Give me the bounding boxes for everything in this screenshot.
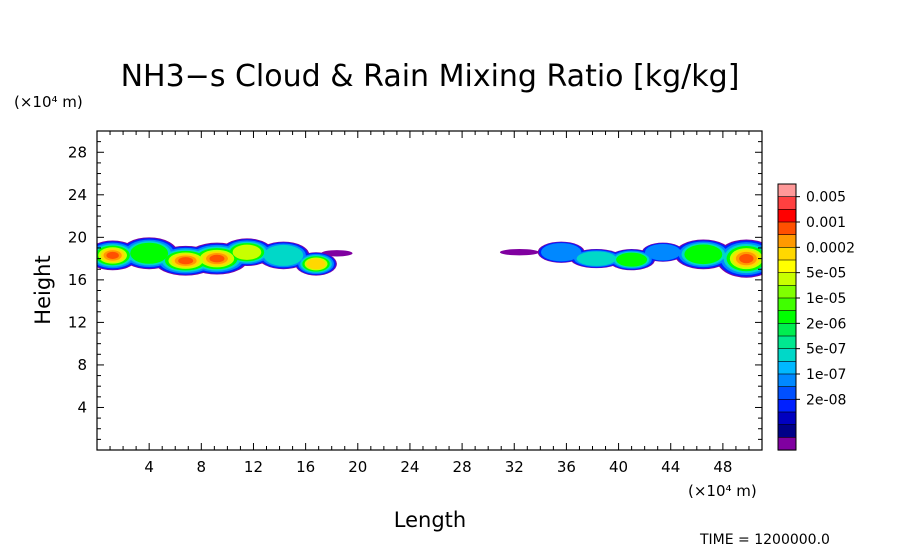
cloud-contour — [232, 244, 262, 260]
cloud-contour — [616, 252, 648, 267]
colorbar-swatch — [777, 297, 797, 312]
cloud-contour — [321, 250, 353, 257]
colorbar-label: 2e-08 — [806, 392, 846, 408]
colorbar-swatch — [777, 196, 797, 210]
colorbar-swatch — [777, 259, 797, 274]
cloud-contour — [106, 251, 119, 259]
cloud-contour — [263, 244, 304, 266]
cloud-contour — [209, 254, 225, 263]
colorbar-swatch — [777, 424, 797, 438]
y-axis-unit: (×10⁴ m) — [14, 93, 83, 111]
time-label: TIME = 1200000.0 — [699, 532, 830, 544]
y-tick-label: 16 — [68, 271, 87, 289]
colorbar-swatch — [777, 272, 797, 286]
colorbar-swatch — [777, 209, 797, 223]
colorbar-swatch — [777, 411, 797, 426]
cloud-contour — [178, 257, 194, 265]
cloud-contour — [644, 243, 681, 261]
colorbar-swatch — [777, 348, 797, 362]
x-tick-label: 48 — [713, 458, 732, 476]
x-tick-label: 36 — [557, 458, 576, 476]
colorbar-label: 5e-05 — [806, 266, 846, 282]
colorbar-label: 0.001 — [806, 215, 846, 231]
cloud-contour — [130, 242, 169, 264]
colorbar-swatch — [777, 310, 797, 324]
colorbar-swatch — [777, 247, 797, 261]
x-tick-label: 16 — [296, 458, 315, 476]
x-tick-label: 4 — [144, 458, 154, 476]
colorbar: 0.005 0.001 0.0002 5e-05 1e-05 2e-06 5e-07 1e-0… — [777, 183, 855, 451]
colorbar-swatch — [777, 373, 797, 388]
x-axis-label: Length — [394, 508, 466, 532]
cloud-contour — [684, 244, 723, 265]
cloud-field — [97, 237, 762, 278]
cloud-contour — [499, 249, 540, 256]
colorbar-label: 0.0002 — [806, 240, 855, 256]
x-axis-unit: (×10⁴ m) — [688, 482, 757, 500]
colorbar-swatch — [777, 285, 797, 299]
colorbar-swatch — [777, 361, 797, 375]
chart-title: NH3−s Cloud & Rain Mixing Ratio [kg/kg] — [121, 59, 740, 94]
colorbar-swatch — [777, 183, 797, 198]
colorbar-swatch — [777, 386, 797, 400]
y-tick-label: 4 — [77, 398, 87, 416]
x-tick-label: 8 — [197, 458, 207, 476]
cloud-contour — [576, 251, 617, 266]
colorbar-label: 0.005 — [806, 190, 846, 206]
y-tick-label: 8 — [77, 356, 87, 374]
colorbar-swatch — [777, 335, 797, 350]
y-tick-label: 12 — [68, 313, 87, 331]
y-tick-label: 28 — [68, 143, 87, 161]
y-tick-label: 24 — [68, 186, 87, 204]
colorbar-swatch — [777, 437, 797, 451]
colorbar-swatch — [777, 234, 797, 248]
colorbar-frame — [777, 183, 797, 451]
cloud-contour — [739, 254, 754, 264]
x-tick-label: 40 — [609, 458, 628, 476]
x-tick-label: 20 — [348, 458, 367, 476]
colorbar-swatch — [777, 221, 797, 236]
cloud-contour — [541, 243, 582, 262]
colorbar-label: 1e-07 — [806, 367, 846, 383]
colorbar-label: 5e-07 — [806, 342, 846, 358]
plot-frame — [96, 130, 763, 451]
x-tick-label: 24 — [400, 458, 419, 476]
y-axis-label: Height — [31, 255, 55, 324]
y-axis: 4 8 12 16 20 24 28 — [68, 141, 762, 440]
x-tick-label: 12 — [244, 458, 263, 476]
cloud-contour — [306, 258, 326, 270]
colorbar-swatch — [777, 323, 797, 337]
x-tick-label: 32 — [505, 458, 524, 476]
y-tick-label: 20 — [68, 228, 87, 246]
x-tick-label: 44 — [661, 458, 680, 476]
colorbar-label: 2e-06 — [806, 316, 846, 332]
x-tick-label: 28 — [453, 458, 472, 476]
colorbar-swatch — [777, 399, 797, 413]
colorbar-label: 1e-05 — [806, 291, 846, 307]
x-axis: 4 8 12 16 20 24 28 32 36 40 44 48 — [109, 131, 750, 476]
